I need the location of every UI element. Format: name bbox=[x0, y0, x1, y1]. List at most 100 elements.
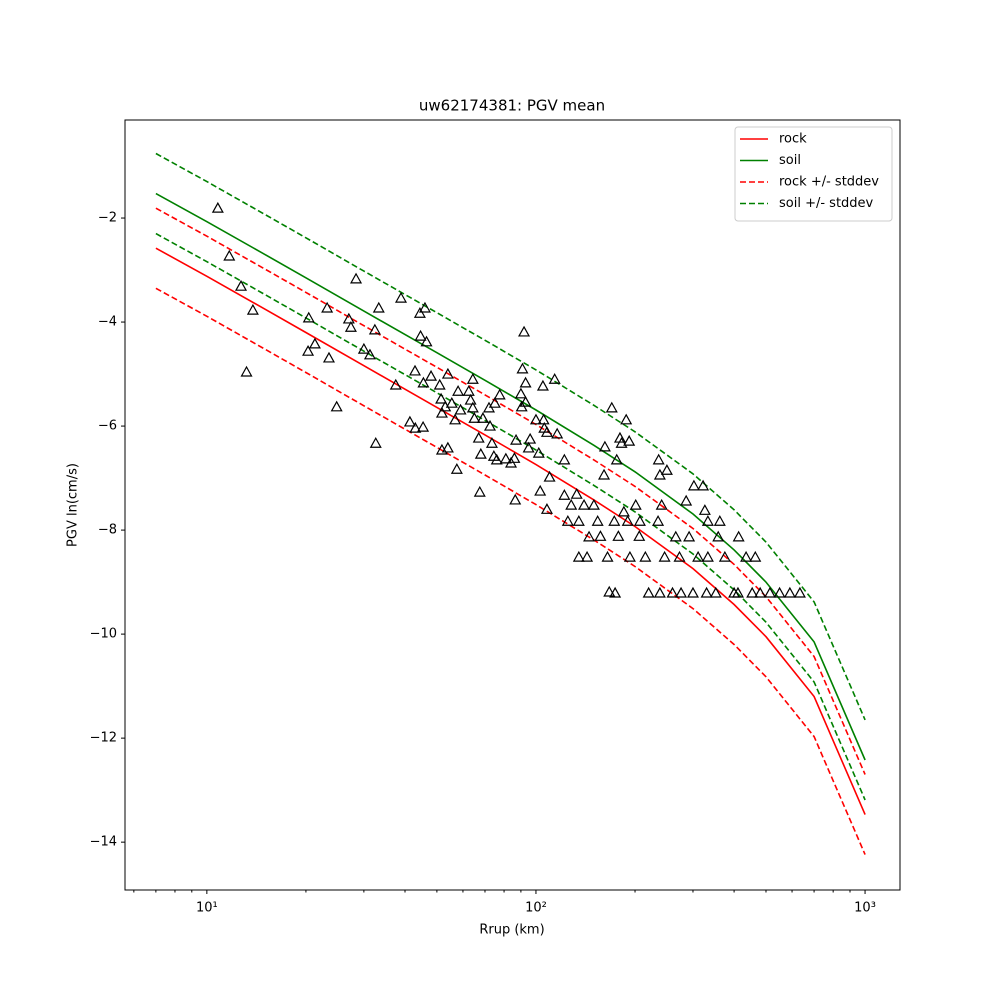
legend-label: soil bbox=[779, 153, 801, 168]
y-tick-label: −10 bbox=[90, 627, 117, 642]
y-axis-label: PGV ln(cm/s) bbox=[66, 463, 81, 547]
triangle-marker bbox=[389, 378, 402, 390]
triangle-marker bbox=[591, 515, 604, 526]
triangle-marker bbox=[746, 586, 759, 598]
x-tick-label: 10¹ bbox=[196, 901, 218, 916]
triangle-marker bbox=[598, 468, 611, 480]
y-tick-label: −2 bbox=[98, 211, 117, 226]
triangle-marker bbox=[519, 395, 532, 407]
triangle-marker bbox=[490, 453, 503, 465]
triangle-marker bbox=[601, 550, 614, 562]
triangle-marker bbox=[713, 515, 726, 526]
triangle-marker bbox=[483, 419, 497, 431]
triangle-marker bbox=[441, 441, 454, 453]
triangle-marker bbox=[610, 453, 623, 465]
triangle-marker bbox=[587, 498, 600, 510]
triangle-marker bbox=[660, 464, 673, 475]
triangle-marker bbox=[342, 312, 355, 324]
triangle-marker bbox=[518, 325, 531, 337]
triangle-marker bbox=[629, 498, 642, 510]
triangle-marker bbox=[609, 586, 622, 598]
triangle-marker bbox=[344, 321, 357, 332]
triangle-marker bbox=[409, 421, 422, 433]
triangle-marker bbox=[472, 431, 485, 443]
triangle-marker bbox=[449, 413, 462, 425]
y-tick-label: −6 bbox=[98, 419, 117, 434]
chart-title: uw62174381: PGV mean bbox=[419, 97, 605, 115]
triangle-marker bbox=[561, 515, 574, 526]
triangle-marker bbox=[621, 515, 634, 526]
triangle-marker bbox=[322, 351, 335, 363]
triangle-marker bbox=[570, 487, 583, 499]
legend-label: rock +/- stddev bbox=[779, 175, 879, 190]
triangle-marker bbox=[594, 530, 607, 541]
triangle-marker bbox=[617, 505, 630, 517]
triangle-marker bbox=[418, 301, 431, 313]
triangle-marker bbox=[540, 503, 553, 514]
triangle-marker bbox=[308, 337, 321, 349]
line bbox=[155, 192, 866, 761]
triangle-marker bbox=[623, 550, 636, 562]
y-tick-label: −12 bbox=[90, 731, 117, 746]
y-tick-label: −4 bbox=[98, 315, 117, 330]
triangle-marker bbox=[425, 369, 438, 381]
triangle-marker bbox=[413, 306, 426, 318]
triangle-marker bbox=[652, 453, 665, 465]
plot-area bbox=[155, 152, 866, 855]
triangle-marker bbox=[612, 530, 625, 541]
triangle-marker bbox=[464, 393, 477, 405]
triangle-marker bbox=[474, 447, 487, 459]
triangle-marker bbox=[655, 498, 668, 510]
triangle-marker bbox=[754, 586, 767, 598]
triangle-marker bbox=[669, 530, 682, 542]
x-tick-label: 10³ bbox=[854, 901, 876, 916]
triangle-marker bbox=[783, 586, 796, 598]
triangle-marker bbox=[605, 401, 618, 413]
triangle-marker bbox=[675, 586, 688, 598]
y-tick-label: −14 bbox=[90, 835, 117, 850]
triangle-marker bbox=[534, 484, 547, 496]
triangle-marker bbox=[583, 530, 596, 542]
triangle-marker bbox=[701, 550, 714, 562]
axes-frame bbox=[124, 119, 901, 891]
triangle-marker bbox=[572, 515, 585, 526]
triangle-marker bbox=[414, 329, 427, 341]
triangle-marker bbox=[683, 530, 696, 542]
triangle-marker bbox=[302, 344, 315, 356]
triangle-marker bbox=[466, 401, 479, 413]
upper-line bbox=[155, 152, 866, 721]
line bbox=[155, 247, 866, 815]
triangle-marker bbox=[493, 388, 506, 400]
x-axis-label: Rrup (km) bbox=[479, 923, 544, 938]
triangle-marker bbox=[558, 489, 571, 500]
triangle-marker bbox=[543, 470, 556, 482]
triangle-marker bbox=[658, 550, 671, 562]
triangle-marker bbox=[524, 432, 537, 444]
triangle-marker bbox=[615, 437, 628, 448]
triangle-marker bbox=[532, 446, 545, 458]
triangle-marker bbox=[686, 586, 699, 598]
triangle-marker bbox=[548, 373, 561, 384]
triangle-marker bbox=[363, 348, 376, 360]
triangle-marker bbox=[516, 362, 529, 374]
triangle-marker bbox=[450, 463, 463, 474]
triangle-marker bbox=[666, 586, 679, 598]
triangle-marker bbox=[709, 586, 722, 598]
legend-label: soil +/- stddev bbox=[779, 196, 874, 211]
triangle-marker bbox=[572, 550, 585, 562]
x-tick-label: 10² bbox=[525, 901, 547, 916]
triangle-marker bbox=[633, 530, 646, 541]
triangle-marker bbox=[435, 406, 448, 418]
triangle-marker bbox=[417, 420, 430, 432]
triangle-marker bbox=[551, 427, 564, 439]
y-tick-label: −8 bbox=[98, 523, 117, 538]
triangle-marker bbox=[718, 550, 731, 562]
triangle-marker bbox=[620, 413, 633, 425]
triangle-marker bbox=[499, 452, 512, 464]
triangle-marker bbox=[773, 586, 786, 598]
triangle-marker bbox=[558, 453, 571, 465]
lower-line bbox=[155, 232, 866, 801]
lower-line bbox=[155, 287, 866, 855]
triangle-marker bbox=[420, 335, 433, 347]
